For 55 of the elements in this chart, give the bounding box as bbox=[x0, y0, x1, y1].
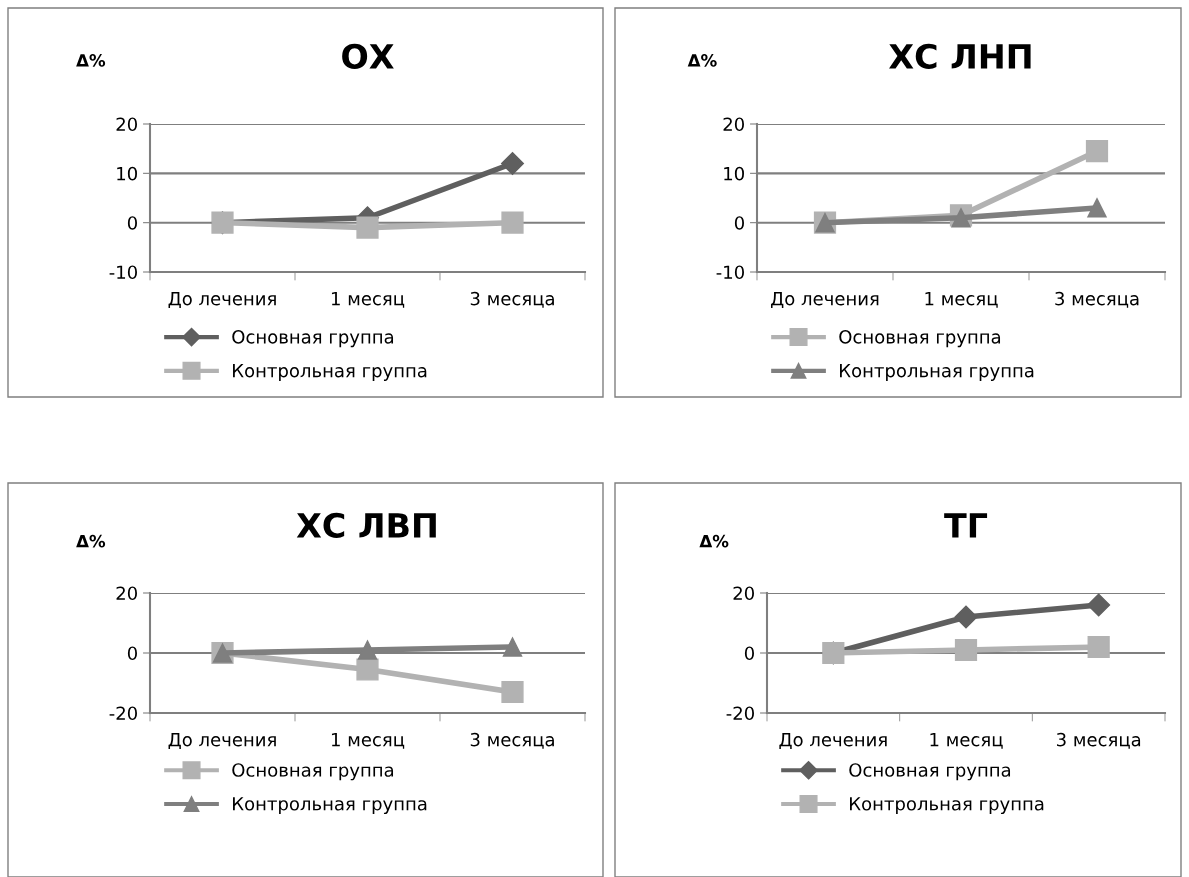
y-axis-title: Δ% bbox=[687, 54, 717, 67]
y-tick-label: -20 bbox=[726, 706, 754, 721]
point bbox=[357, 640, 378, 660]
y-tick-label: -20 bbox=[109, 706, 137, 721]
point bbox=[954, 605, 978, 629]
y-tick-label: 20 bbox=[733, 586, 754, 601]
legend-label: Основная группа bbox=[839, 330, 1001, 348]
x-tick-label: 1 месяц bbox=[925, 292, 998, 308]
y-tick-label: -10 bbox=[109, 265, 137, 280]
point bbox=[1087, 593, 1111, 617]
chart-title: ТГ bbox=[944, 513, 988, 538]
y-tick-label: 20 bbox=[116, 117, 137, 132]
point bbox=[954, 638, 978, 662]
point bbox=[502, 637, 523, 657]
x-tick-label: 1 месяц bbox=[930, 733, 1003, 749]
legend-label: Контрольная группа bbox=[850, 797, 1044, 815]
y-axis-title: Δ% bbox=[699, 534, 729, 548]
legend-label: Контрольная группа bbox=[233, 363, 427, 381]
y-tick-label: 0 bbox=[127, 216, 137, 230]
x-tick-label: 3 месяца bbox=[1055, 291, 1139, 308]
x-tick-label: До лечения bbox=[168, 733, 276, 749]
chart-title: ХС ЛВП bbox=[296, 512, 436, 538]
point bbox=[356, 658, 379, 681]
x-tick-label: До лечения bbox=[168, 292, 276, 308]
x-tick-label: 3 месяца bbox=[470, 732, 554, 749]
legend-label: Основная группа bbox=[232, 330, 394, 348]
point bbox=[501, 680, 524, 704]
y-tick-label: 10 bbox=[117, 166, 137, 181]
point bbox=[1087, 635, 1110, 659]
x-tick-label: 3 месяца bbox=[470, 291, 554, 308]
y-tick-label: -10 bbox=[716, 265, 744, 280]
x-tick-label: До лечения bbox=[771, 292, 879, 308]
legend-label: Контрольная группа bbox=[840, 363, 1034, 381]
x-tick-label: 1 месяц bbox=[331, 292, 405, 308]
chart-title: ОХ bbox=[342, 43, 394, 69]
y-tick-label: 0 bbox=[127, 646, 137, 661]
legend-label: Контрольная группа bbox=[233, 797, 427, 815]
y-tick-label: 10 bbox=[724, 166, 744, 181]
point bbox=[1087, 198, 1107, 218]
x-tick-label: До лечения bbox=[779, 733, 887, 749]
y-tick-label: 20 bbox=[116, 586, 137, 601]
point bbox=[356, 216, 379, 239]
chart-title: ХС ЛНП bbox=[889, 43, 1031, 69]
point bbox=[1085, 140, 1109, 163]
x-tick-label: 3 месяца bbox=[1056, 732, 1141, 749]
y-axis-title: Δ% bbox=[76, 54, 106, 67]
y-tick-label: 0 bbox=[734, 216, 744, 230]
x-tick-label: 1 месяц bbox=[331, 733, 405, 749]
legend-label: Основная группа bbox=[849, 763, 1011, 781]
point bbox=[501, 151, 524, 175]
y-tick-label: 20 bbox=[723, 117, 744, 132]
point bbox=[501, 211, 524, 234]
y-axis-title: Δ% bbox=[76, 534, 106, 548]
legend-label: Основная группа bbox=[232, 763, 394, 781]
y-tick-label: 0 bbox=[744, 646, 754, 661]
